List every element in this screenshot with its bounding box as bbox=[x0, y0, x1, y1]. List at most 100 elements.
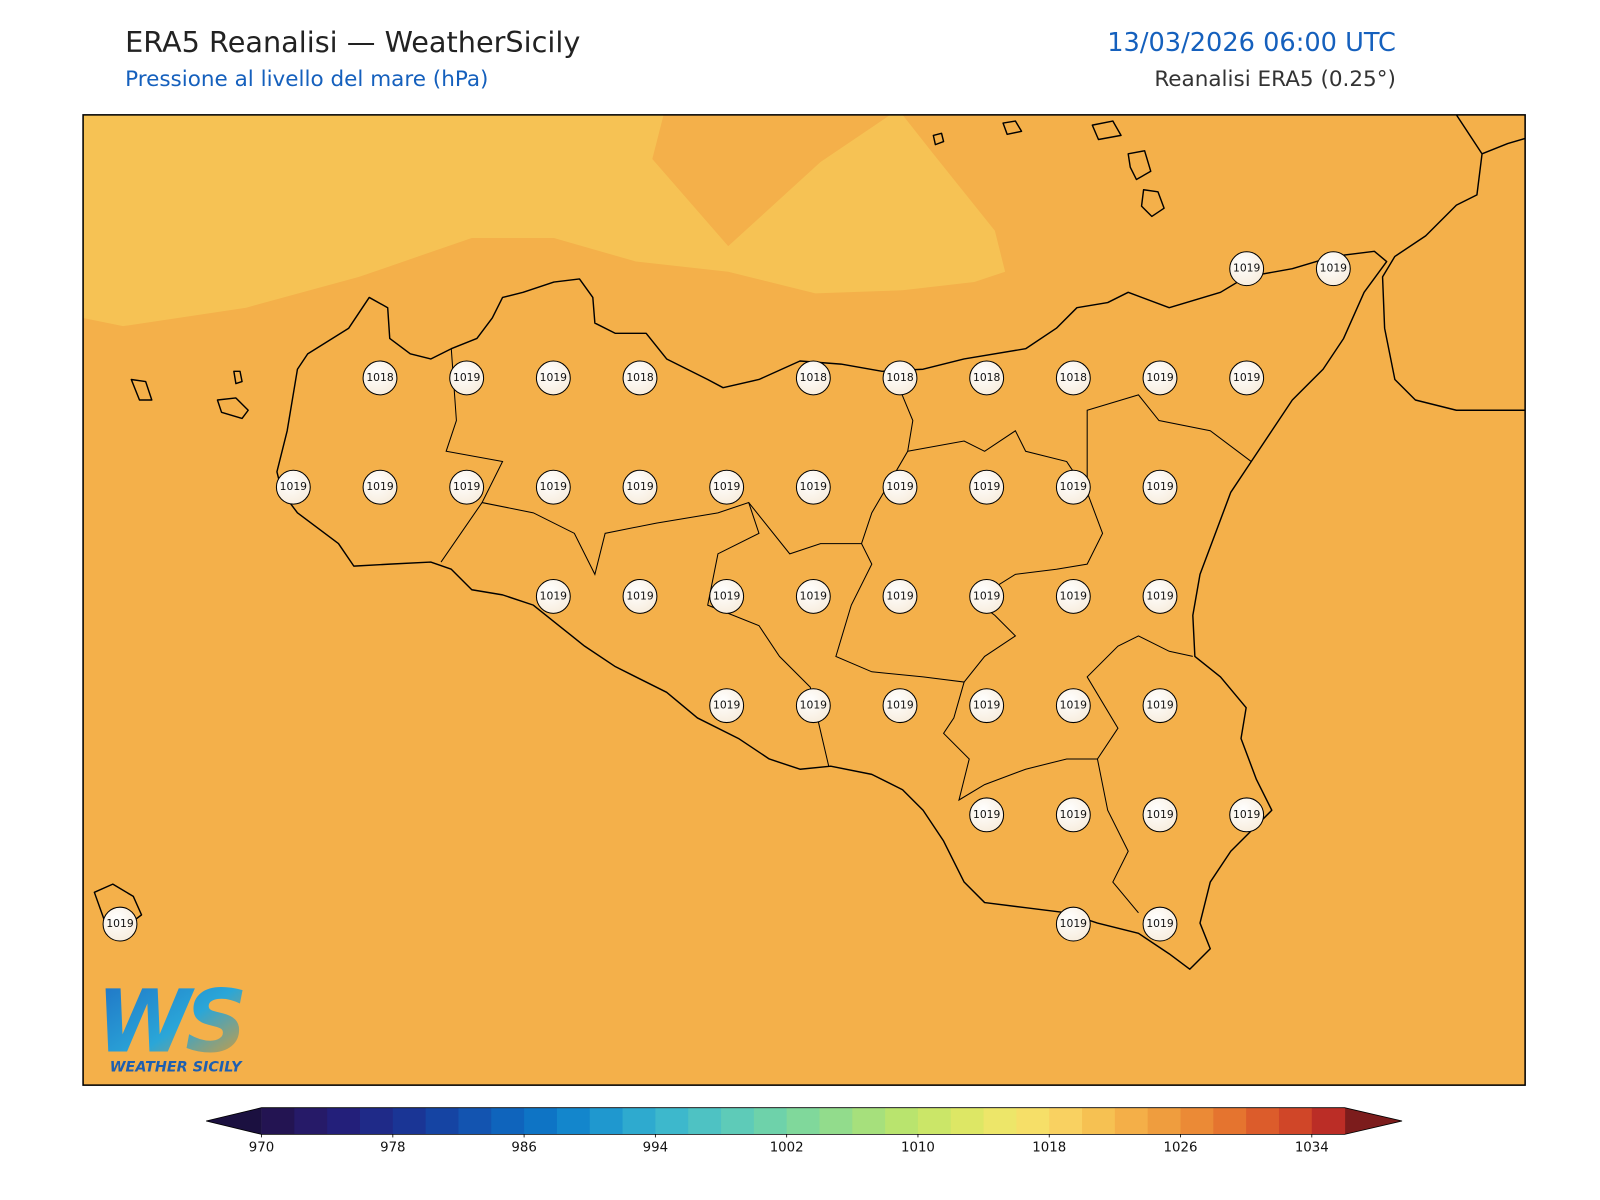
colorbar-segment bbox=[1246, 1107, 1280, 1135]
colorbar-tick-label: 1026 bbox=[1164, 1141, 1198, 1156]
station-marker bbox=[1315, 251, 1351, 287]
colorbar-segment bbox=[917, 1107, 952, 1135]
station-marker bbox=[102, 906, 138, 942]
colorbar-segment bbox=[786, 1107, 820, 1135]
station-marker bbox=[795, 578, 831, 614]
colorbar-segment bbox=[556, 1107, 591, 1135]
colorbar-segment bbox=[1147, 1107, 1182, 1135]
colorbar-segment bbox=[327, 1107, 361, 1135]
colorbar-tick-label: 1002 bbox=[770, 1141, 804, 1156]
station-marker bbox=[795, 360, 831, 396]
station-value: 1019 bbox=[713, 699, 741, 712]
station-marker bbox=[969, 578, 1005, 614]
logo-name: WEATHER SICILY bbox=[110, 1060, 243, 1076]
coastline-calabria bbox=[1381, 114, 1526, 411]
station-value: 1019 bbox=[540, 589, 568, 602]
province-borders bbox=[440, 348, 1252, 914]
colorbar-segment bbox=[1082, 1107, 1116, 1135]
station-value: 1019 bbox=[800, 589, 828, 602]
colorbar-segment bbox=[392, 1107, 427, 1135]
station-value: 1019 bbox=[106, 917, 134, 930]
station-marker bbox=[622, 578, 658, 614]
colorbar-segment bbox=[294, 1107, 328, 1135]
station-marker bbox=[969, 469, 1005, 505]
station-value: 1019 bbox=[800, 699, 828, 712]
station-value: 1019 bbox=[1060, 808, 1088, 821]
station-marker bbox=[1229, 360, 1265, 396]
station-value: 1018 bbox=[886, 371, 914, 384]
station-marker bbox=[1229, 251, 1265, 287]
station-value: 1019 bbox=[1060, 917, 1088, 930]
station-value: 1018 bbox=[1060, 371, 1088, 384]
station-value: 1019 bbox=[1146, 917, 1174, 930]
station-marker bbox=[795, 469, 831, 505]
station-value: 1019 bbox=[1060, 589, 1088, 602]
colorbar-tick-label: 1034 bbox=[1295, 1141, 1329, 1156]
station-value: 1019 bbox=[626, 589, 654, 602]
station-marker bbox=[622, 469, 658, 505]
station-value: 1019 bbox=[1233, 371, 1261, 384]
logo: WS WEATHER SICILY bbox=[96, 972, 249, 1076]
station-marker bbox=[882, 578, 918, 614]
colorbar-tick-label: 1010 bbox=[901, 1141, 935, 1156]
station-marker bbox=[709, 578, 745, 614]
station-marker bbox=[535, 578, 571, 614]
station-marker bbox=[1142, 688, 1178, 724]
station-marker bbox=[535, 469, 571, 505]
station-marker bbox=[882, 469, 918, 505]
station-marker bbox=[275, 469, 311, 505]
station-value: 1019 bbox=[453, 371, 481, 384]
station-value: 1019 bbox=[453, 480, 481, 493]
station-marker bbox=[1142, 797, 1178, 833]
subtitle: Pressione al livello del mare (hPa) bbox=[125, 67, 488, 92]
station-marker bbox=[1142, 906, 1178, 942]
colorbar-segment bbox=[688, 1107, 722, 1135]
map-frame bbox=[82, 114, 1526, 1086]
station-marker bbox=[449, 360, 485, 396]
station-marker bbox=[882, 688, 918, 724]
colorbar-segment bbox=[983, 1107, 1017, 1135]
colorbar-segment bbox=[458, 1107, 492, 1135]
station-value: 1019 bbox=[886, 480, 914, 493]
colorbar-segment bbox=[1180, 1107, 1214, 1135]
colorbar-segment bbox=[852, 1107, 886, 1135]
colorbar-extend-high bbox=[1344, 1107, 1403, 1135]
station-marker bbox=[535, 360, 571, 396]
colorbar-segment bbox=[1311, 1107, 1346, 1135]
station-marker bbox=[1055, 360, 1091, 396]
colorbar-segment bbox=[425, 1107, 459, 1135]
station-value: 1019 bbox=[540, 480, 568, 493]
colorbar-segment bbox=[622, 1107, 656, 1135]
station-marker bbox=[449, 469, 485, 505]
colorbar-segment bbox=[1049, 1107, 1083, 1135]
station-marker bbox=[882, 360, 918, 396]
station-marker bbox=[1055, 688, 1091, 724]
station-value: 1019 bbox=[973, 699, 1001, 712]
colorbar-segment bbox=[360, 1107, 394, 1135]
colorbar-segment bbox=[261, 1107, 295, 1135]
station-marker bbox=[709, 469, 745, 505]
station-marker bbox=[1142, 360, 1178, 396]
station-marker bbox=[1142, 578, 1178, 614]
station-labels: 1019 1019 1018 1019 1019 1018 1018 1018 1018 1018… bbox=[102, 251, 1351, 942]
station-marker bbox=[969, 688, 1005, 724]
source: Reanalisi ERA5 (0.25°) bbox=[1154, 67, 1396, 92]
station-value: 1019 bbox=[626, 480, 654, 493]
station-value: 1019 bbox=[713, 480, 741, 493]
title: ERA5 Reanalisi — WeatherSicily bbox=[125, 25, 580, 59]
colorbar-tick-label: 986 bbox=[511, 1141, 536, 1156]
coastline-sicily bbox=[276, 250, 1388, 970]
station-marker bbox=[969, 797, 1005, 833]
colorbar-segment bbox=[950, 1107, 985, 1135]
colorbar-tick-label: 1018 bbox=[1032, 1141, 1066, 1156]
station-marker bbox=[1055, 469, 1091, 505]
pressure-field-band bbox=[83, 114, 1006, 327]
colorbar-extend-low bbox=[206, 1107, 262, 1135]
colorbar: 970 978 986 994 1002 1010 1018 1026 1034 bbox=[206, 1107, 1403, 1156]
station-value: 1019 bbox=[886, 589, 914, 602]
station-marker bbox=[622, 360, 658, 396]
station-value: 1019 bbox=[973, 589, 1001, 602]
station-value: 1019 bbox=[886, 699, 914, 712]
colorbar-segment bbox=[1016, 1107, 1050, 1135]
